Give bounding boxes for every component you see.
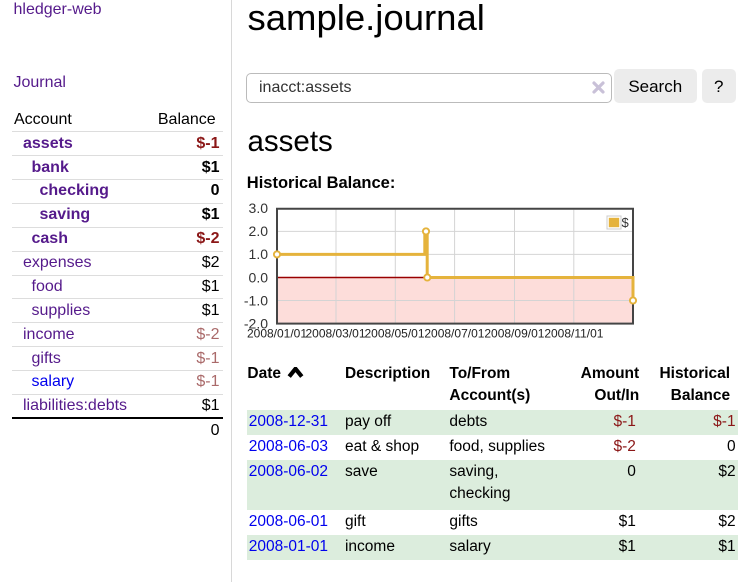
svg-text:$: $ [622, 215, 630, 230]
svg-text:2.0: 2.0 [249, 223, 269, 239]
svg-text:2008/05/01: 2008/05/01 [364, 327, 424, 341]
svg-text:-1.0: -1.0 [244, 292, 268, 308]
svg-text:2008/11/01: 2008/11/01 [544, 327, 603, 341]
svg-text:0.0: 0.0 [249, 269, 269, 285]
svg-text:2008/03/01: 2008/03/01 [305, 327, 365, 341]
svg-text:3.0: 3.0 [249, 200, 269, 216]
svg-text:2008/01/01: 2008/01/01 [247, 327, 307, 341]
svg-text:-2.0: -2.0 [244, 315, 268, 331]
svg-text:2008/09/01: 2008/09/01 [484, 327, 544, 341]
svg-text:2008/07/01: 2008/07/01 [424, 327, 484, 341]
svg-text:1.0: 1.0 [249, 246, 269, 262]
